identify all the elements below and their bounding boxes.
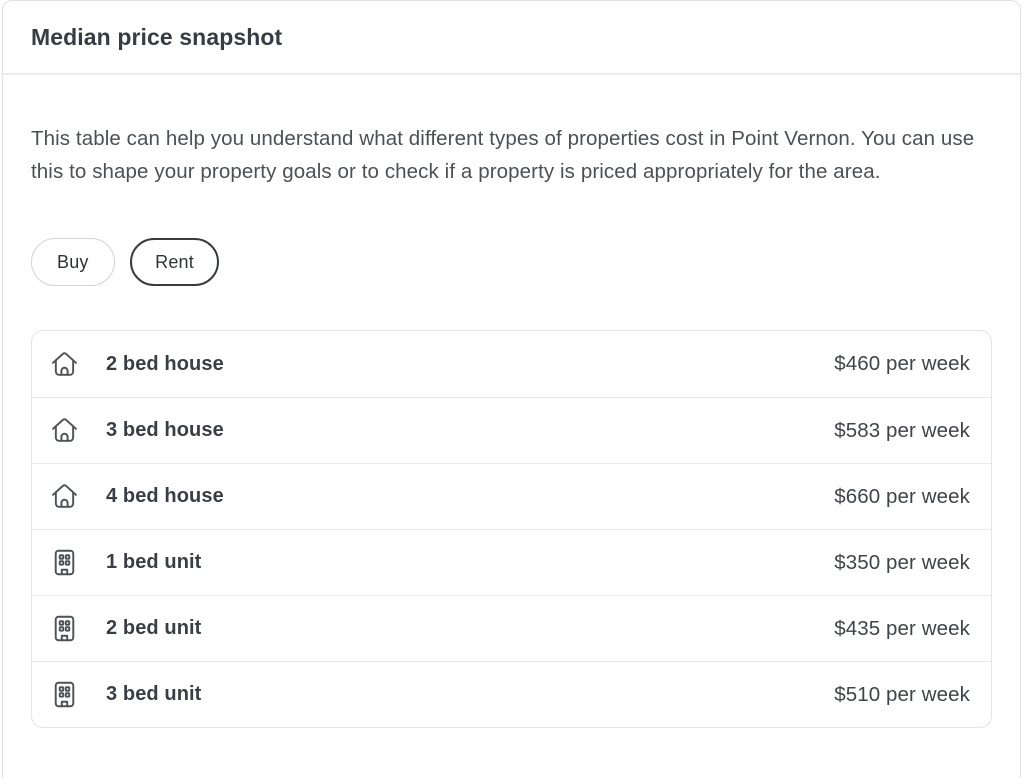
description-text: This table can help you understand what …: [31, 127, 975, 183]
table-row: 2 bed unit $435 per week: [32, 595, 991, 661]
price-value: $350 per week: [834, 550, 970, 574]
house-icon: [49, 415, 80, 446]
table-row: 3 bed unit $510 per week: [32, 661, 991, 727]
property-type-label: 2 bed house: [106, 352, 224, 375]
house-icon: [49, 349, 80, 380]
property-type-label: 4 bed house: [106, 485, 224, 507]
house-icon: [49, 481, 80, 512]
building-icon: [49, 547, 80, 578]
table-row: 1 bed unit $350 per week: [32, 529, 991, 595]
price-value: $435 per week: [834, 616, 970, 640]
property-type-label: 2 bed unit: [106, 617, 202, 639]
buy-toggle-button[interactable]: Buy: [31, 238, 115, 286]
buy-rent-toggle-group: Buy Rent: [31, 238, 992, 286]
header-divider: [1, 73, 1022, 75]
price-value: $510 per week: [834, 682, 970, 706]
building-icon: [49, 679, 80, 710]
building-icon: [49, 613, 80, 644]
property-type-label: 3 bed house: [106, 419, 224, 441]
table-row: 2 bed house $460 per week: [32, 331, 991, 397]
page-title: Median price snapshot: [31, 24, 283, 50]
table-row: 4 bed house $660 per week: [32, 463, 991, 529]
median-price-table: 2 bed house $460 per week 3 bed house $5…: [31, 330, 992, 728]
card-body: This table can help you understand what …: [3, 122, 1020, 728]
price-value: $583 per week: [834, 418, 970, 442]
price-value: $460 per week: [834, 352, 970, 375]
rent-toggle-button[interactable]: Rent: [129, 238, 220, 286]
property-type-label: 3 bed unit: [106, 683, 202, 705]
property-type-label: 1 bed unit: [106, 551, 202, 573]
table-row: 3 bed house $583 per week: [32, 397, 991, 463]
card-header: Median price snapshot: [3, 1, 1020, 73]
price-value: $660 per week: [834, 484, 970, 508]
